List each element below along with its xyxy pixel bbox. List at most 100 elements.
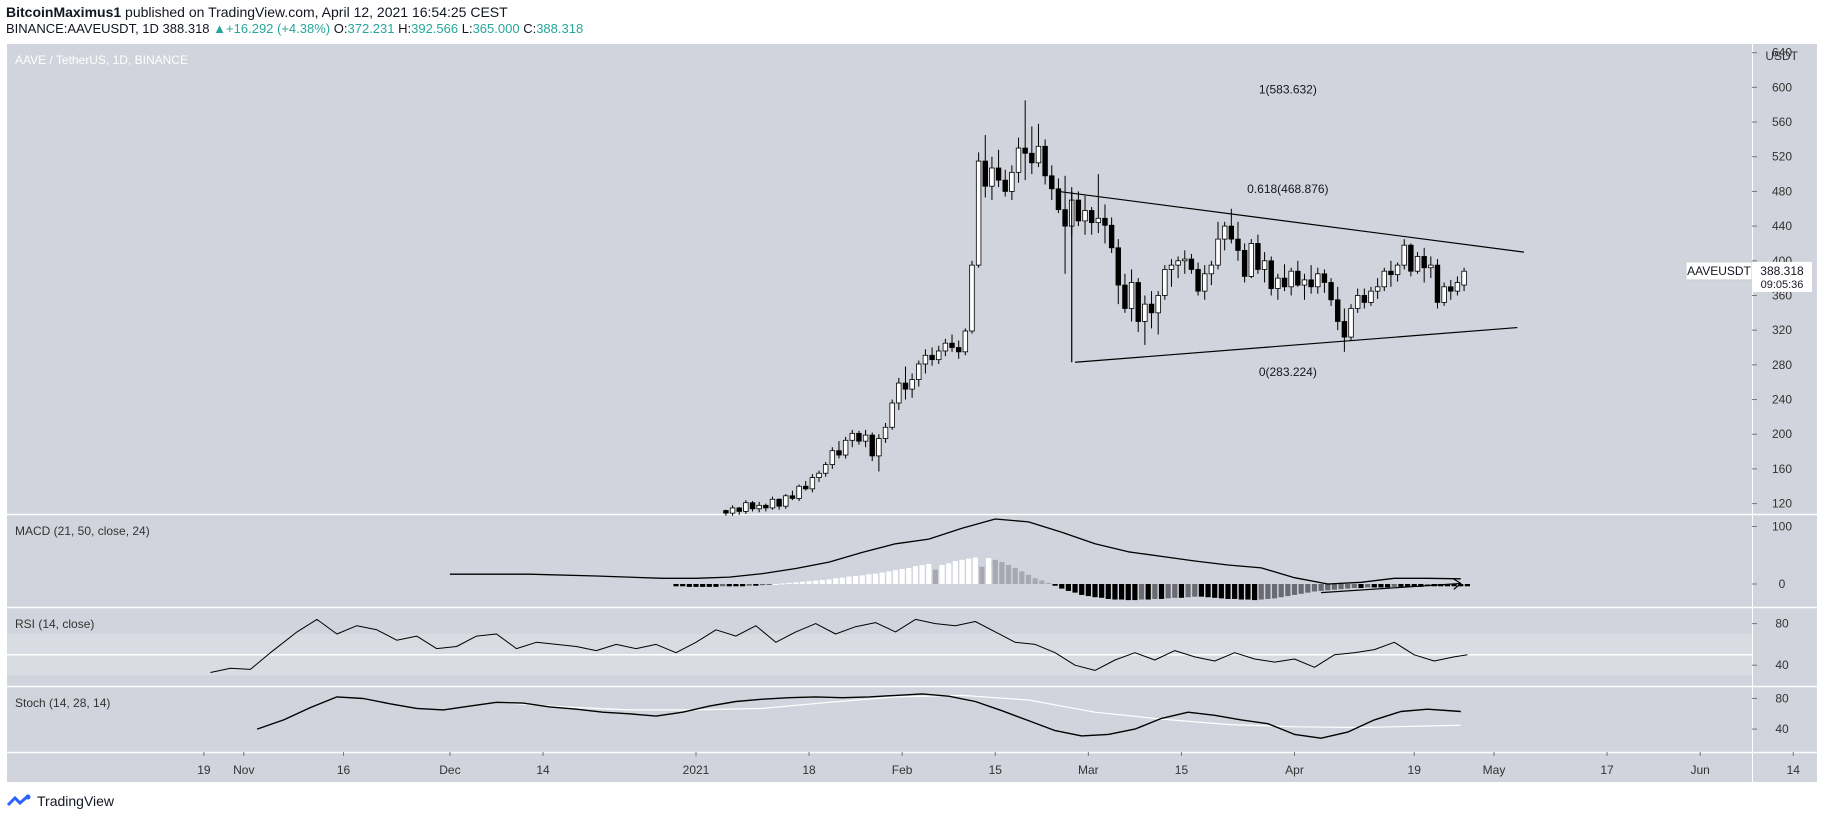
triangle-upper <box>1058 190 1525 253</box>
macd-histogram-bar <box>1125 584 1131 601</box>
candle-body <box>1075 199 1082 222</box>
candle <box>1335 286 1341 331</box>
time-axis-label: 19 <box>1408 763 1422 777</box>
candle <box>1102 204 1108 244</box>
macd-histogram-bar <box>1451 584 1457 587</box>
macd-histogram-bar <box>1271 584 1278 599</box>
stoch-k-line <box>256 693 1461 739</box>
macd-histogram-bar <box>926 563 932 584</box>
macd-histogram-bar <box>1212 584 1218 598</box>
candle-body <box>909 379 915 390</box>
macd-histogram-bar <box>686 584 692 587</box>
fib-label: 0(283.224) <box>1259 365 1317 379</box>
candle <box>1202 265 1208 300</box>
macd-histogram-bar <box>806 581 812 584</box>
macd-histogram-bar <box>886 571 892 584</box>
macd-histogram-bar <box>766 584 772 585</box>
candle <box>1288 267 1294 296</box>
candle <box>1341 308 1348 352</box>
fib-label: 1(583.632) <box>1259 83 1317 97</box>
candle-body <box>769 498 776 509</box>
macd-histogram-bar <box>1458 584 1464 587</box>
macd-histogram-bar <box>713 584 719 587</box>
macd-histogram-bar <box>693 584 699 587</box>
candle <box>809 474 816 493</box>
footer-brand[interactable]: TradingView <box>6 793 114 809</box>
candle <box>1135 278 1141 332</box>
candle-body <box>736 507 742 512</box>
candle-body <box>1281 277 1288 288</box>
candle-body <box>1122 284 1128 309</box>
macd-histogram-bar <box>1172 584 1178 598</box>
candle-body <box>949 342 955 348</box>
candle-body <box>1335 299 1341 322</box>
candle-body <box>1055 188 1062 211</box>
candle <box>1175 256 1181 279</box>
candle <box>1408 243 1414 277</box>
macd-histogram-bar <box>872 573 879 584</box>
macd-histogram-bar <box>866 574 872 584</box>
candle <box>882 422 889 443</box>
macd-histogram-bar <box>1258 584 1264 600</box>
candle-body <box>1235 238 1241 251</box>
candle-body <box>929 354 935 361</box>
macd-histogram-bar <box>892 570 899 584</box>
macd-histogram-bar <box>680 584 686 587</box>
candle-body <box>1414 256 1421 272</box>
candle-body <box>969 264 975 332</box>
candle <box>1215 221 1221 270</box>
macd-histogram-bar <box>939 565 945 584</box>
bar-countdown: 09:05:36 <box>1761 279 1804 291</box>
candle-body <box>1434 264 1441 303</box>
candle-body <box>749 502 756 510</box>
last-price-tag <box>1752 261 1812 292</box>
candle <box>1255 234 1261 274</box>
candle-body <box>1301 279 1308 286</box>
candle-body <box>1241 249 1248 277</box>
macd-histogram-bar <box>1345 584 1351 589</box>
time-axis-label: 14 <box>1787 763 1801 777</box>
macd-histogram-bar <box>966 558 972 584</box>
macd-histogram-bar <box>899 569 905 584</box>
candle <box>1295 260 1301 287</box>
last-price-value: 388.318 <box>1760 264 1804 278</box>
macd-histogram-bar <box>799 581 805 584</box>
macd-histogram-bar <box>1411 584 1417 587</box>
candle-body <box>829 450 836 465</box>
macd-histogram-bar <box>972 557 978 584</box>
price-axis-tick-label: 200 <box>1772 427 1792 441</box>
macd-histogram-bar <box>1145 584 1151 600</box>
candle-body <box>763 504 769 509</box>
price-axis-tick-label: 160 <box>1772 462 1792 476</box>
candle <box>1128 269 1135 322</box>
candle <box>1009 165 1015 201</box>
macd-histogram-bar <box>1245 584 1251 600</box>
candle <box>1208 260 1215 286</box>
candle-body <box>849 432 855 441</box>
footer-brand-label: TradingView <box>37 793 115 809</box>
candle <box>1022 100 1028 181</box>
macd-histogram-bar <box>1099 584 1105 598</box>
macd-histogram-bar <box>826 579 832 584</box>
macd-histogram-bar <box>1045 582 1052 584</box>
candle-body <box>1029 152 1035 164</box>
macd-histogram-bar <box>1232 584 1238 599</box>
high-value: 392.566 <box>411 21 459 36</box>
candle <box>876 434 882 472</box>
candle <box>949 334 955 352</box>
candle-body <box>889 402 895 428</box>
open-value: 372.231 <box>347 21 395 36</box>
time-axis-label: Dec <box>439 763 460 777</box>
macd-histogram-bar <box>1119 584 1125 600</box>
author-name[interactable]: BitcoinMaximus1 <box>6 4 122 20</box>
macd-histogram-bar <box>773 584 779 585</box>
macd-histogram-bar <box>959 559 965 584</box>
candle-body <box>1268 260 1274 289</box>
candle <box>1348 304 1354 341</box>
candle <box>995 149 1002 188</box>
candle-body <box>1202 273 1208 292</box>
candle-body <box>1148 303 1155 314</box>
macd-histogram-bar <box>839 577 845 584</box>
candle <box>736 507 742 515</box>
